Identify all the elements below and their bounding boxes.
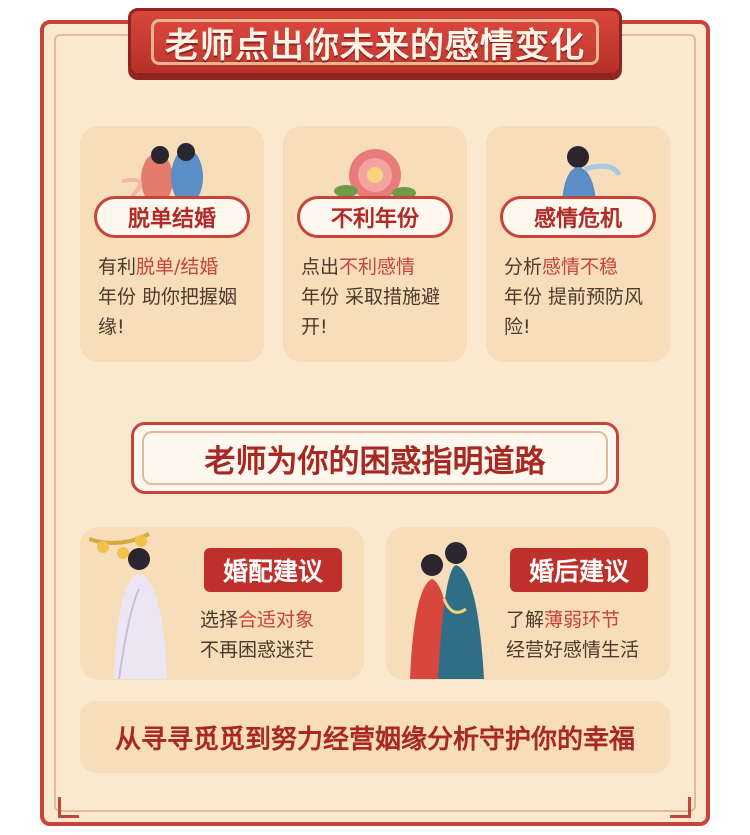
feature-card-unlucky-years[interactable]: 不利年份 点出不利感情 年份 采取措施避开! <box>283 126 467 362</box>
couple-illustration-icon <box>98 134 246 218</box>
desc-text: 不再困惑迷茫 <box>200 639 315 661</box>
desc-highlight: 薄弱环节 <box>544 609 621 631</box>
advice-description: 选择合适对象 不再困惑迷茫 <box>200 605 360 665</box>
card-title: 不利年份 <box>330 207 419 232</box>
header-banner: 老师点出你未来的感情变化 <box>128 8 622 76</box>
advice-tag: 婚配建议 <box>204 548 342 592</box>
desc-highlight: 不利感情 <box>339 256 416 278</box>
card-title: 感情危机 <box>533 207 622 232</box>
embracing-couple-illustration-icon <box>392 527 498 680</box>
advice-card-after-marriage[interactable]: 婚后建议 了解薄弱环节 经营好感情生活 <box>386 527 670 680</box>
card-title: 脱单结婚 <box>127 207 216 232</box>
corner-ornament-icon <box>670 797 691 818</box>
advice-tag-label: 婚后建议 <box>528 557 629 586</box>
desc-text: 年份 助你把握姻缘! <box>98 286 238 338</box>
advice-card-matching[interactable]: 婚配建议 选择合适对象 不再困惑迷茫 <box>80 527 364 680</box>
advice-tag-label: 婚配建议 <box>222 557 323 586</box>
desc-text: 有利 <box>98 256 137 278</box>
desc-highlight: 合适对象 <box>238 609 315 631</box>
card-title-pill: 脱单结婚 <box>94 196 250 238</box>
card-description: 点出不利感情 年份 采取措施避开! <box>301 252 453 342</box>
white-robed-lady-illustration-icon <box>86 527 192 680</box>
section-heading: 老师为你的困惑指明道路 <box>131 422 619 494</box>
footer-slogan: 从寻寻觅觅到努力经营姻缘分析守护你的幸福 <box>114 724 635 755</box>
peony-flower-illustration-icon <box>301 134 449 218</box>
desc-text: 年份 提前预防风险! <box>504 286 644 338</box>
feature-card-crisis[interactable]: 感情危机 分析感情不稳 年份 提前预防风险! <box>486 126 670 362</box>
desc-text: 选择 <box>200 609 239 631</box>
desc-text: 了解 <box>506 609 545 631</box>
section-title: 老师为你的困惑指明道路 <box>204 443 546 480</box>
desc-text: 年份 采取措施避开! <box>301 286 441 338</box>
footer-slogan-bar: 从寻寻觅觅到努力经营姻缘分析守护你的幸福 <box>80 701 670 773</box>
feature-card-marriage[interactable]: 脱单结婚 有利脱单/结婚 年份 助你把握姻缘! <box>80 126 264 362</box>
corner-ornament-icon <box>58 797 79 818</box>
advice-description: 了解薄弱环节 经营好感情生活 <box>506 605 666 665</box>
card-title-pill: 感情危机 <box>500 196 656 238</box>
desc-highlight: 脱单/结婚 <box>136 256 219 278</box>
card-description: 有利脱单/结婚 年份 助你把握姻缘! <box>98 252 250 342</box>
header-banner-inner: 老师点出你未来的感情变化 <box>151 19 599 66</box>
desc-highlight: 感情不稳 <box>542 256 619 278</box>
desc-text: 经营好感情生活 <box>506 639 640 661</box>
advice-tag: 婚后建议 <box>510 548 648 592</box>
card-description: 分析感情不稳 年份 提前预防风险! <box>504 252 656 342</box>
desc-text: 分析 <box>504 256 543 278</box>
desc-text: 点出 <box>301 256 340 278</box>
page-title: 老师点出你未来的感情变化 <box>165 25 585 66</box>
card-title-pill: 不利年份 <box>297 196 453 238</box>
